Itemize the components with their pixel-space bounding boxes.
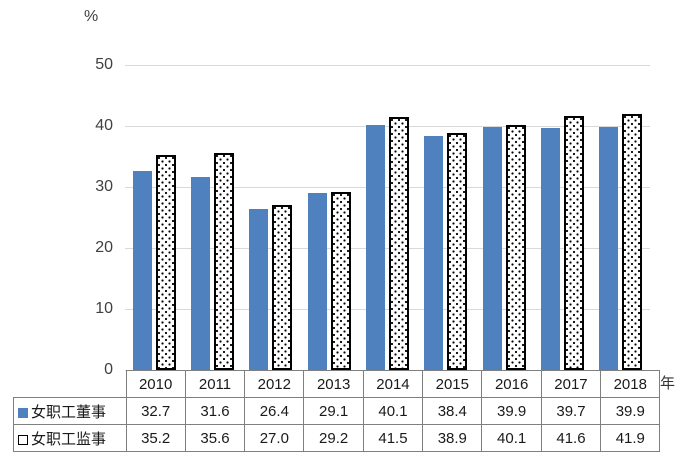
bar-solid-2012 xyxy=(249,208,269,370)
y-tick-label-30: 30 xyxy=(95,178,113,195)
bar-dotted-2018 xyxy=(622,114,643,370)
legend-swatch-dotted-icon xyxy=(18,434,28,445)
bar-solid-2016 xyxy=(482,126,502,370)
bar-group-2010 xyxy=(125,65,183,370)
bar-dotted-2014 xyxy=(388,116,409,370)
gridline-y-10 xyxy=(125,309,650,310)
year-header-2018: 2018 xyxy=(600,370,661,398)
value-cell-dotted-2013: 29.2 xyxy=(303,424,364,452)
bar-solid-2011 xyxy=(190,177,210,370)
bar-solid-2018 xyxy=(599,126,619,370)
value-cell-dotted-2015: 38.9 xyxy=(422,424,483,452)
plot-area xyxy=(125,65,650,371)
bar-group-2015 xyxy=(417,65,475,370)
table-row-series-2: 女职工监事 35.2 35.6 27.0 29.2 41.5 38.9 40.1 41.6 41.… xyxy=(13,424,661,452)
bar-group-2012 xyxy=(242,65,300,370)
value-cell-solid-2014: 40.1 xyxy=(362,397,424,425)
year-header-2012: 2012 xyxy=(244,370,305,398)
value-cell-solid-2011: 31.6 xyxy=(184,397,246,425)
bar-solid-2014 xyxy=(365,125,385,370)
bar-group-2013 xyxy=(300,65,358,370)
bar-group-2014 xyxy=(358,65,416,370)
value-cell-solid-2012: 26.4 xyxy=(244,397,305,425)
year-header-2014: 2014 xyxy=(362,370,424,398)
y-tick-label-50: 50 xyxy=(95,56,113,73)
legend-label: 女职工董事 xyxy=(31,403,107,421)
bar-dotted-2016 xyxy=(505,125,526,370)
bar-dotted-2012 xyxy=(272,205,293,370)
bar-group-2017 xyxy=(533,65,591,370)
bar-solid-2013 xyxy=(307,192,327,370)
bar-solid-2015 xyxy=(424,135,444,370)
year-header-2011: 2011 xyxy=(184,370,246,398)
value-cell-solid-2016: 39.9 xyxy=(481,397,542,425)
value-cell-solid-2010: 32.7 xyxy=(125,397,186,425)
bar-group-2016 xyxy=(475,65,533,370)
legend-cell-1: 女职工董事 xyxy=(13,397,127,425)
gridline-y-40 xyxy=(125,126,650,127)
bar-dotted-2011 xyxy=(213,152,234,370)
gridline-y-20 xyxy=(125,248,650,249)
value-cell-dotted-2010: 35.2 xyxy=(125,424,186,452)
bar-dotted-2010 xyxy=(155,155,176,370)
gridline-y-50 xyxy=(125,65,650,66)
bar-dotted-2017 xyxy=(563,116,584,370)
value-cell-solid-2015: 38.4 xyxy=(422,397,483,425)
bar-group-2011 xyxy=(183,65,241,370)
table-row-series-1: 女职工董事 32.7 31.6 26.4 29.1 40.1 38.4 39.9 39.7 39.… xyxy=(13,397,661,425)
bar-dotted-2015 xyxy=(447,132,468,370)
bar-solid-2010 xyxy=(132,170,152,370)
x-axis-unit-label: 年 xyxy=(660,375,676,392)
year-header-2017: 2017 xyxy=(540,370,602,398)
value-cell-dotted-2011: 35.6 xyxy=(184,424,246,452)
legend-label: 女职工监事 xyxy=(31,430,107,448)
value-cell-solid-2018: 39.9 xyxy=(600,397,661,425)
gridline-y-30 xyxy=(125,187,650,188)
y-axis-unit-label: % xyxy=(84,8,99,25)
bar-dotted-2013 xyxy=(330,191,351,370)
y-tick-label-0: 0 xyxy=(104,361,113,378)
year-header-2010: 2010 xyxy=(125,370,186,398)
y-tick-label-10: 10 xyxy=(95,300,113,317)
bar-group-2018 xyxy=(592,65,650,370)
value-cell-dotted-2012: 27.0 xyxy=(244,424,305,452)
value-cell-dotted-2017: 41.6 xyxy=(540,424,602,452)
year-header-2015: 2015 xyxy=(422,370,483,398)
value-cell-dotted-2014: 41.5 xyxy=(362,424,424,452)
chart-data-table: 2010 2011 2012 2013 2014 2015 2016 2017 2018 女职工董… xyxy=(13,370,661,452)
y-tick-label-40: 40 xyxy=(95,117,113,134)
value-cell-dotted-2018: 41.9 xyxy=(600,424,661,452)
year-header-2016: 2016 xyxy=(481,370,542,398)
value-cell-dotted-2016: 40.1 xyxy=(481,424,542,452)
bar-solid-2017 xyxy=(540,127,560,370)
y-tick-label-20: 20 xyxy=(95,239,113,256)
value-cell-solid-2017: 39.7 xyxy=(540,397,602,425)
year-header-2013: 2013 xyxy=(303,370,364,398)
value-cell-solid-2013: 29.1 xyxy=(303,397,364,425)
legend-swatch-solid-icon xyxy=(18,407,28,418)
legend-cell-2: 女职工监事 xyxy=(13,424,127,452)
